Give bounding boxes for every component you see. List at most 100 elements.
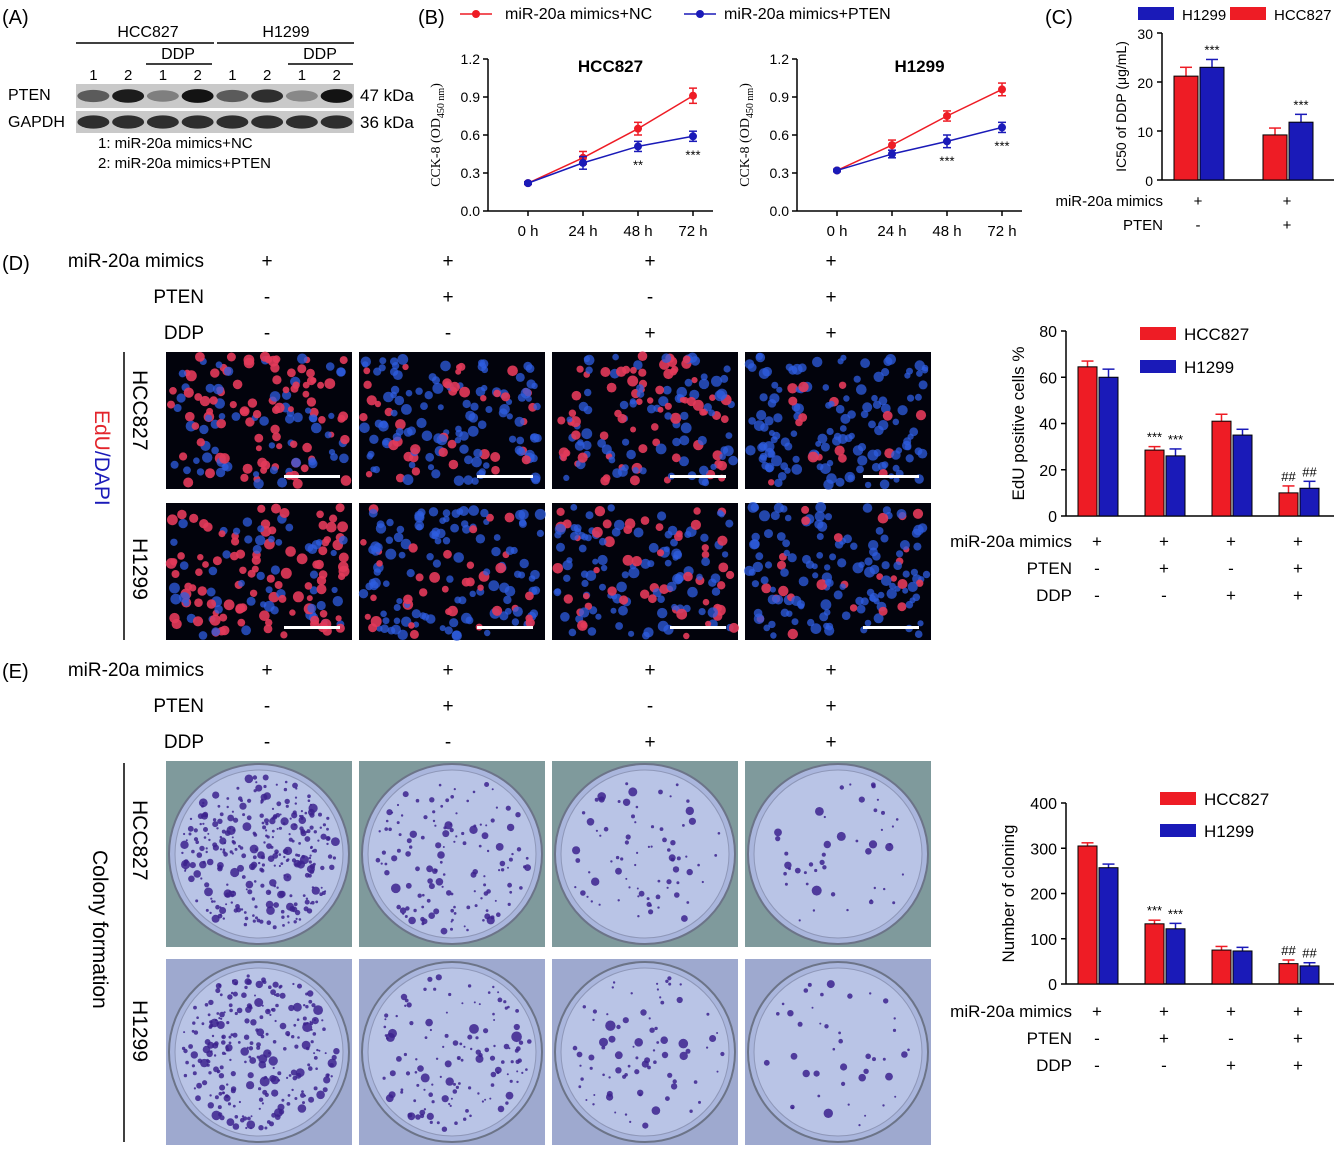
cell-nucleus <box>626 449 636 460</box>
condition-sign: + <box>261 660 272 681</box>
colony <box>261 863 265 867</box>
cell-nucleus <box>242 517 253 527</box>
cell-nucleus <box>260 466 268 474</box>
colony <box>304 811 308 815</box>
cell-nucleus <box>592 558 599 565</box>
cell-nucleus <box>599 583 606 591</box>
cell-nucleus <box>405 389 413 397</box>
colony <box>400 1090 404 1094</box>
y-tick-label: 40 <box>1039 417 1057 434</box>
cell-nucleus <box>390 385 400 395</box>
condition-sign: + <box>1283 193 1292 210</box>
cell-nucleus <box>679 456 689 467</box>
colony <box>286 1033 290 1037</box>
colony <box>226 1118 235 1126</box>
colony <box>241 992 247 998</box>
colony <box>214 1018 218 1022</box>
colony <box>263 841 266 844</box>
colony <box>380 862 383 865</box>
wb-label-pten: PTEN <box>8 87 51 104</box>
colony <box>384 870 390 876</box>
cell-nucleus <box>726 570 735 580</box>
cell-nucleus <box>595 613 602 620</box>
colony <box>840 1063 848 1071</box>
cell-nucleus <box>437 404 444 411</box>
colony <box>248 1055 252 1059</box>
colony <box>490 818 495 823</box>
colony <box>581 811 586 815</box>
colony <box>284 798 290 805</box>
colony <box>415 1058 418 1061</box>
cell-nucleus <box>580 570 589 578</box>
colony <box>638 890 645 897</box>
colony <box>592 1103 595 1106</box>
cell-nucleus <box>657 620 669 632</box>
cell-nucleus <box>238 579 245 587</box>
colony <box>822 865 827 870</box>
colony <box>201 812 208 820</box>
cell-nucleus <box>268 535 275 543</box>
cell-nucleus <box>525 614 533 622</box>
panel-label-d: (D) <box>2 253 30 275</box>
colony <box>819 859 825 866</box>
cell-nucleus <box>889 582 896 590</box>
colony <box>654 1026 658 1031</box>
cell-nucleus <box>531 586 541 595</box>
cell-nucleus <box>747 502 759 513</box>
cell-nucleus <box>744 565 755 577</box>
cell-nucleus <box>868 540 879 551</box>
colony <box>234 1011 238 1016</box>
colony <box>676 996 683 1004</box>
cell-nucleus <box>897 602 907 612</box>
colony <box>316 1090 325 1100</box>
colony <box>246 974 250 978</box>
wb-band <box>216 89 249 103</box>
x-tick-label: 24 h <box>568 223 597 240</box>
cell-nucleus <box>759 510 770 522</box>
cell-nucleus <box>534 508 546 520</box>
colony <box>838 1031 841 1035</box>
cell-nucleus <box>206 599 217 609</box>
colony <box>201 1022 205 1026</box>
colony <box>310 1040 314 1044</box>
cell-nucleus <box>392 432 402 442</box>
colony <box>419 1109 426 1116</box>
colony <box>228 890 232 894</box>
colony <box>275 851 278 855</box>
cell-nucleus <box>441 585 449 593</box>
wb-lane-number: 2 <box>193 67 201 84</box>
colony <box>668 982 672 986</box>
colony <box>265 822 269 826</box>
colony <box>824 1024 829 1029</box>
cell-nucleus <box>396 525 405 534</box>
colony <box>602 1073 605 1077</box>
colony <box>907 1048 910 1052</box>
cell-nucleus <box>444 626 453 635</box>
colony <box>292 810 297 815</box>
cell-nucleus <box>606 382 617 393</box>
cell-nucleus <box>490 452 501 462</box>
colony <box>331 837 340 846</box>
colony <box>858 1073 866 1082</box>
colony <box>442 1045 445 1048</box>
cell-nucleus <box>339 356 348 365</box>
cell-nucleus <box>428 507 439 517</box>
cell-nucleus <box>770 436 778 444</box>
colony <box>262 1089 268 1095</box>
cell-nucleus <box>607 586 617 596</box>
colony <box>433 908 440 915</box>
colony <box>261 1102 264 1105</box>
cell-nucleus <box>260 601 267 608</box>
cell-nucleus <box>266 574 275 583</box>
cell-nucleus <box>309 414 318 423</box>
cell-nucleus <box>282 390 292 400</box>
cell-nucleus <box>774 478 783 488</box>
colony <box>277 1079 281 1082</box>
cell-nucleus <box>263 624 273 634</box>
colony <box>251 897 256 901</box>
cell-nucleus <box>825 579 834 587</box>
colony <box>245 888 248 891</box>
colony <box>283 846 293 856</box>
colony <box>304 1094 307 1097</box>
cell-nucleus <box>787 628 798 640</box>
